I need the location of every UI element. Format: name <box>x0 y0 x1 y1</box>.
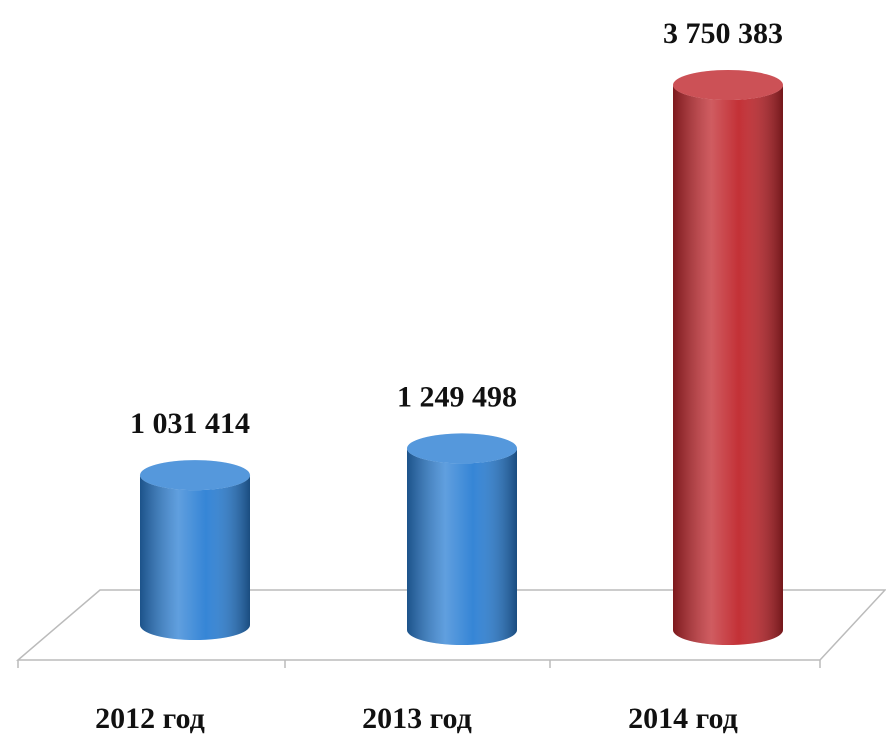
bar-top-highlight <box>140 460 250 491</box>
bar-top <box>673 70 783 100</box>
x-tick-label: 2012 год <box>95 702 205 735</box>
bar-top <box>407 433 517 464</box>
bar-shading <box>140 475 250 640</box>
bar-top-highlight <box>407 433 517 464</box>
x-tick-label: 2013 год <box>362 702 472 735</box>
bar-shading <box>673 85 783 645</box>
value-label: 1 249 498 <box>397 380 517 413</box>
value-label: 1 031 414 <box>130 407 250 440</box>
bar-top-highlight <box>673 70 783 100</box>
bar-shading <box>407 448 517 645</box>
x-tick-label: 2014 год <box>628 702 738 735</box>
value-label: 3 750 383 <box>663 17 783 50</box>
bar-top <box>140 460 250 491</box>
label-background <box>382 374 542 419</box>
